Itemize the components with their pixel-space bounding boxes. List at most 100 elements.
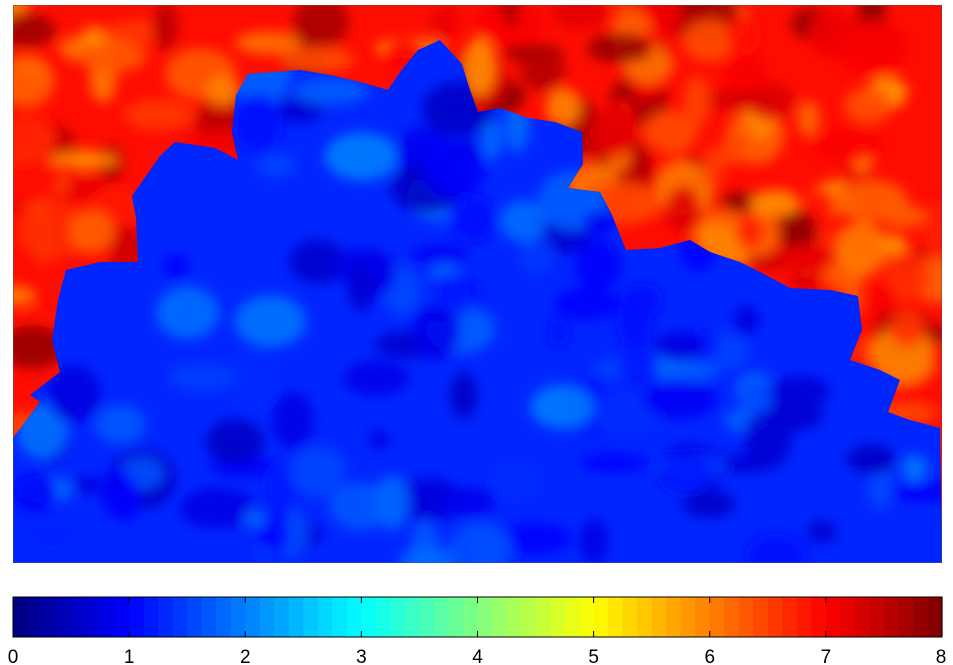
colorbar-cell bbox=[738, 597, 754, 637]
blue-patch bbox=[324, 132, 399, 181]
blue-patch bbox=[519, 234, 555, 275]
red-patch bbox=[701, 90, 772, 111]
red-patch bbox=[682, 19, 736, 62]
red-patch bbox=[205, 75, 240, 107]
blue-patch bbox=[264, 462, 294, 523]
blue-patch bbox=[13, 472, 58, 513]
colorbar-cell bbox=[114, 597, 130, 637]
blue-patch bbox=[179, 487, 256, 529]
colorbar-cell bbox=[433, 597, 450, 637]
colorbar-cell bbox=[317, 597, 333, 637]
colorbar-cell bbox=[303, 597, 319, 637]
blue-patch bbox=[46, 364, 101, 424]
blue-patch bbox=[654, 331, 705, 363]
colorbar-tick-label: 7 bbox=[821, 647, 832, 665]
blue-patch bbox=[439, 487, 496, 516]
colorbar-cell bbox=[158, 597, 174, 637]
red-patch bbox=[13, 325, 65, 369]
blue-patch bbox=[616, 295, 653, 350]
colorbar-cell bbox=[230, 597, 246, 637]
red-patch bbox=[293, 5, 350, 48]
red-patch bbox=[844, 87, 893, 124]
colorbar-cell bbox=[492, 597, 508, 637]
colorbar-cell bbox=[593, 597, 609, 637]
colorbar-cell bbox=[811, 597, 827, 637]
blue-patch bbox=[619, 346, 658, 389]
red-patch bbox=[748, 82, 795, 121]
blue-patch bbox=[500, 200, 546, 243]
colorbar-cell bbox=[622, 597, 638, 637]
colorbar-cell bbox=[927, 597, 943, 637]
colorbar-cell bbox=[42, 597, 58, 637]
red-patch bbox=[152, 5, 180, 51]
blue-patch bbox=[32, 523, 74, 545]
colorbar-tick-label: 1 bbox=[124, 647, 135, 665]
colorbar-cell bbox=[680, 597, 696, 637]
blue-patch bbox=[644, 379, 717, 420]
red-patch bbox=[720, 133, 748, 166]
colorbar-cell bbox=[129, 597, 145, 637]
colorbar-cell bbox=[608, 597, 624, 637]
colorbar-cells bbox=[13, 597, 943, 637]
colorbar-cell bbox=[56, 597, 72, 637]
red-patch bbox=[750, 189, 800, 217]
blue-patch bbox=[412, 303, 460, 360]
heatmap-field bbox=[13, 5, 942, 563]
blue-patch bbox=[580, 453, 649, 473]
blue-patch bbox=[661, 454, 713, 495]
colorbar-cell bbox=[216, 597, 232, 637]
blue-patch bbox=[582, 210, 616, 235]
red-patch bbox=[683, 75, 710, 127]
red-patch bbox=[81, 25, 107, 48]
blue-patch bbox=[95, 404, 146, 444]
colorbar-cell bbox=[651, 597, 667, 637]
colorbar-tick-label: 5 bbox=[588, 647, 599, 665]
blue-patch bbox=[101, 468, 135, 518]
blue-patch bbox=[399, 546, 456, 563]
colorbar-cell bbox=[462, 597, 479, 637]
red-patch bbox=[779, 244, 838, 272]
colorbar-cell bbox=[390, 597, 406, 637]
blue-patch bbox=[580, 518, 609, 563]
colorbar-cell bbox=[564, 597, 580, 637]
colorbar-cell bbox=[912, 597, 929, 637]
red-patch bbox=[838, 20, 909, 77]
colorbar-cell bbox=[753, 597, 769, 637]
blue-patch bbox=[256, 154, 295, 177]
colorbar-cell bbox=[332, 597, 348, 637]
colorbar-cell bbox=[245, 597, 261, 637]
colorbar-ticks bbox=[12, 597, 943, 637]
colorbar-cell bbox=[361, 597, 377, 637]
blue-patch bbox=[368, 430, 391, 449]
red-patch bbox=[797, 100, 820, 137]
colorbar-cell bbox=[71, 597, 87, 637]
colorbar-cell bbox=[100, 597, 116, 637]
blue-patch bbox=[768, 375, 831, 407]
blue-patch bbox=[411, 244, 469, 266]
blue-patch bbox=[449, 372, 478, 419]
colorbar-cell bbox=[477, 597, 493, 637]
blue-patch bbox=[205, 419, 265, 465]
red-patch bbox=[810, 128, 885, 162]
blue-patch bbox=[272, 391, 314, 449]
colorbar-cell bbox=[579, 597, 595, 637]
colorbar-cell bbox=[346, 597, 362, 637]
blue-patch bbox=[530, 384, 594, 429]
colorbar-cell bbox=[796, 597, 812, 637]
red-patch bbox=[108, 225, 145, 274]
red-patch bbox=[481, 14, 509, 32]
blue-patch bbox=[682, 490, 736, 518]
colorbar-cell bbox=[506, 597, 522, 637]
blue-patch bbox=[448, 194, 497, 242]
colorbar-cell bbox=[404, 597, 421, 637]
blue-patch bbox=[292, 77, 368, 105]
blue-patch bbox=[733, 305, 760, 335]
red-patch bbox=[885, 250, 930, 303]
colorbar-tick-label: 3 bbox=[356, 647, 367, 665]
blue-patch bbox=[744, 533, 808, 563]
colorbar-tick-label: 6 bbox=[704, 647, 715, 665]
blue-patch bbox=[265, 510, 288, 557]
colorbar-cell bbox=[782, 597, 798, 637]
blue-patch bbox=[422, 141, 486, 199]
